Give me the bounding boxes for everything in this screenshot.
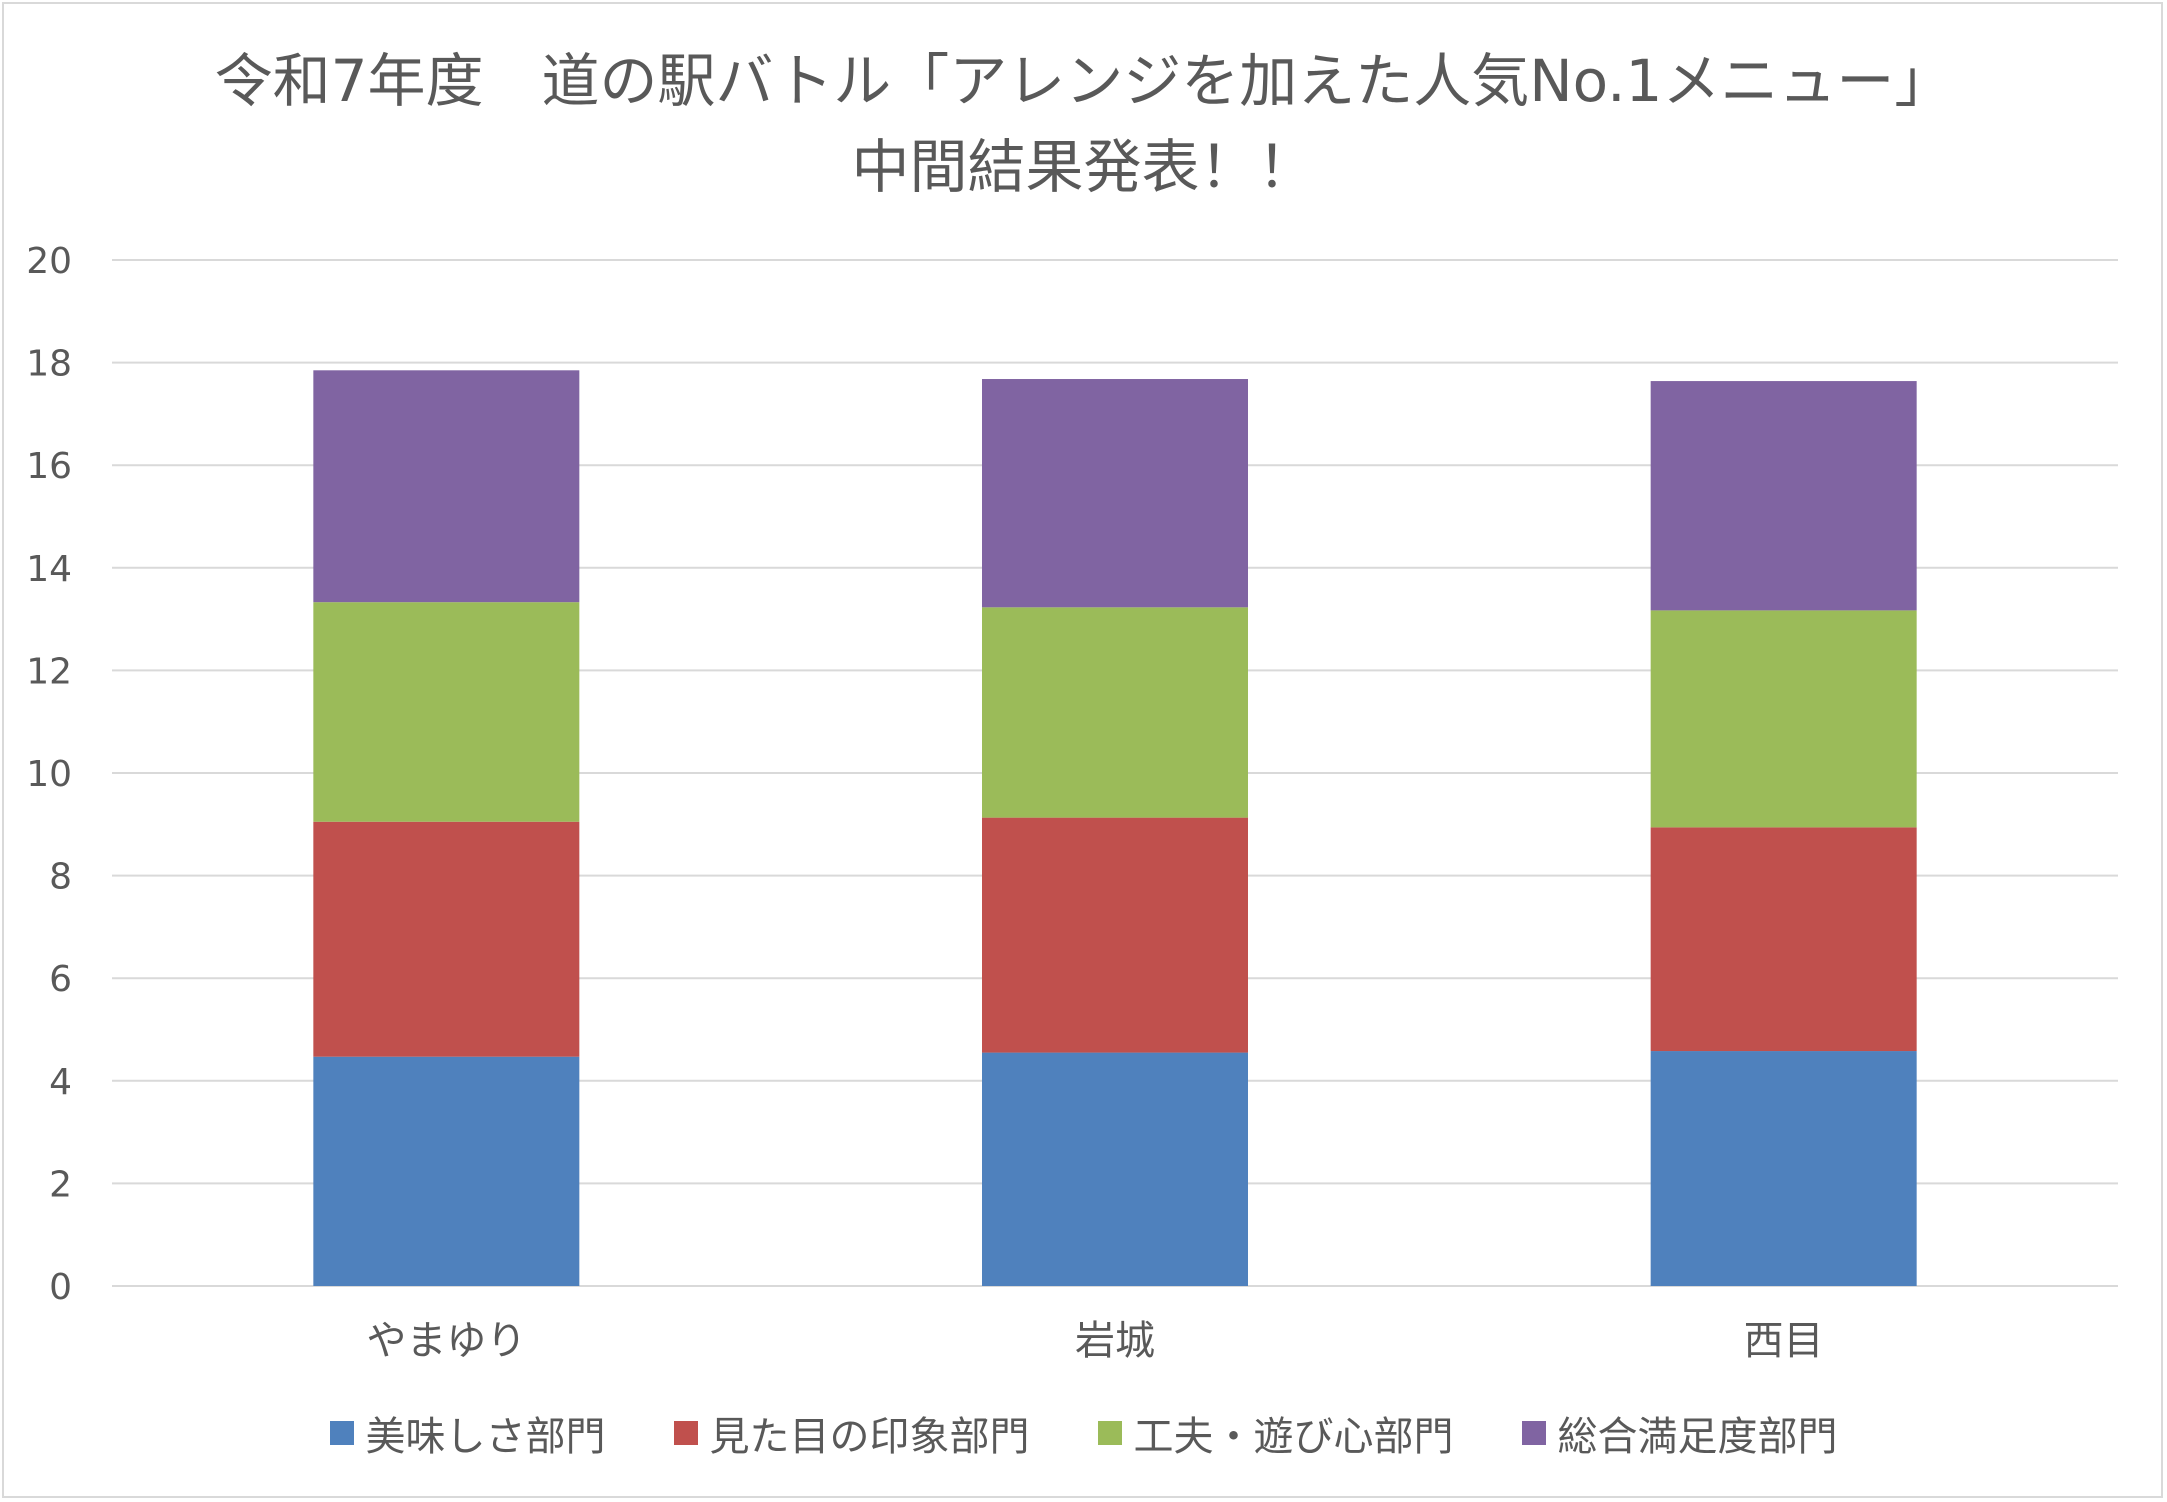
y-tick-label: 18 xyxy=(26,344,72,385)
y-tick-label: 14 xyxy=(26,549,72,590)
legend: 美味しさ部門 見た目の印象部門 工夫・遊び心部門 総合満足度部門 xyxy=(0,1404,2167,1462)
y-tick-label: 20 xyxy=(26,241,72,282)
chart-title-line-2: 中間結果発表！！ xyxy=(851,133,1316,201)
y-tick-label: 10 xyxy=(26,754,72,795)
bar-2-3 xyxy=(1650,381,1917,611)
x-tick-label: やまゆり xyxy=(366,1318,526,1364)
legend-label: 美味しさ部門 xyxy=(365,1414,606,1460)
legend-swatch xyxy=(673,1421,698,1445)
y-tick-label: 6 xyxy=(49,959,72,1000)
bar-2-2 xyxy=(1650,610,1917,828)
bar-1-0 xyxy=(982,1052,1248,1286)
bar-0-0 xyxy=(313,1056,580,1286)
legend-swatch xyxy=(1097,1421,1122,1445)
bar-0-1 xyxy=(313,821,580,1057)
legend-swatch xyxy=(329,1421,354,1445)
y-axis-tick-labels: 0 2 4 6 8 10 12 14 16 18 20 xyxy=(26,241,72,1308)
bar-stacks xyxy=(313,370,1917,1286)
bar-1-2 xyxy=(982,607,1248,818)
x-tick-label: 西目 xyxy=(1744,1318,1824,1364)
y-tick-label: 2 xyxy=(49,1164,72,1205)
chart-title-line-1: 令和7年度 道の駅バトル「アレンジを加えた人気No.1メニュー」 xyxy=(214,47,1953,115)
bar-2-0 xyxy=(1650,1051,1917,1286)
legend-item: 工夫・遊び心部門 xyxy=(1097,1404,1454,1462)
y-tick-label: 0 xyxy=(49,1267,72,1308)
bar-2-1 xyxy=(1650,827,1917,1052)
legend-label: 工夫・遊び心部門 xyxy=(1133,1414,1454,1460)
legend-label: 見た目の印象部門 xyxy=(709,1414,1030,1460)
x-axis-tick-labels: やまゆり 岩城 西目 xyxy=(366,1318,1823,1364)
bar-1-1 xyxy=(982,817,1248,1053)
legend-item: 見た目の印象部門 xyxy=(673,1404,1030,1462)
legend-item: 美味しさ部門 xyxy=(329,1404,606,1462)
bar-0-3 xyxy=(313,370,580,603)
y-tick-label: 16 xyxy=(26,446,72,487)
bar-1-3 xyxy=(982,379,1248,608)
y-tick-label: 4 xyxy=(49,1062,72,1103)
legend-item: 総合満足度部門 xyxy=(1521,1404,1838,1462)
chart-title: 令和7年度 道の駅バトル「アレンジを加えた人気No.1メニュー」 中間結果発表！… xyxy=(0,38,2167,210)
legend-label: 総合満足度部門 xyxy=(1557,1414,1838,1460)
legend-swatch xyxy=(1521,1421,1546,1445)
y-tick-label: 12 xyxy=(26,651,72,692)
y-tick-label: 8 xyxy=(49,857,72,898)
x-tick-label: 岩城 xyxy=(1075,1318,1155,1364)
bar-0-2 xyxy=(313,602,580,822)
